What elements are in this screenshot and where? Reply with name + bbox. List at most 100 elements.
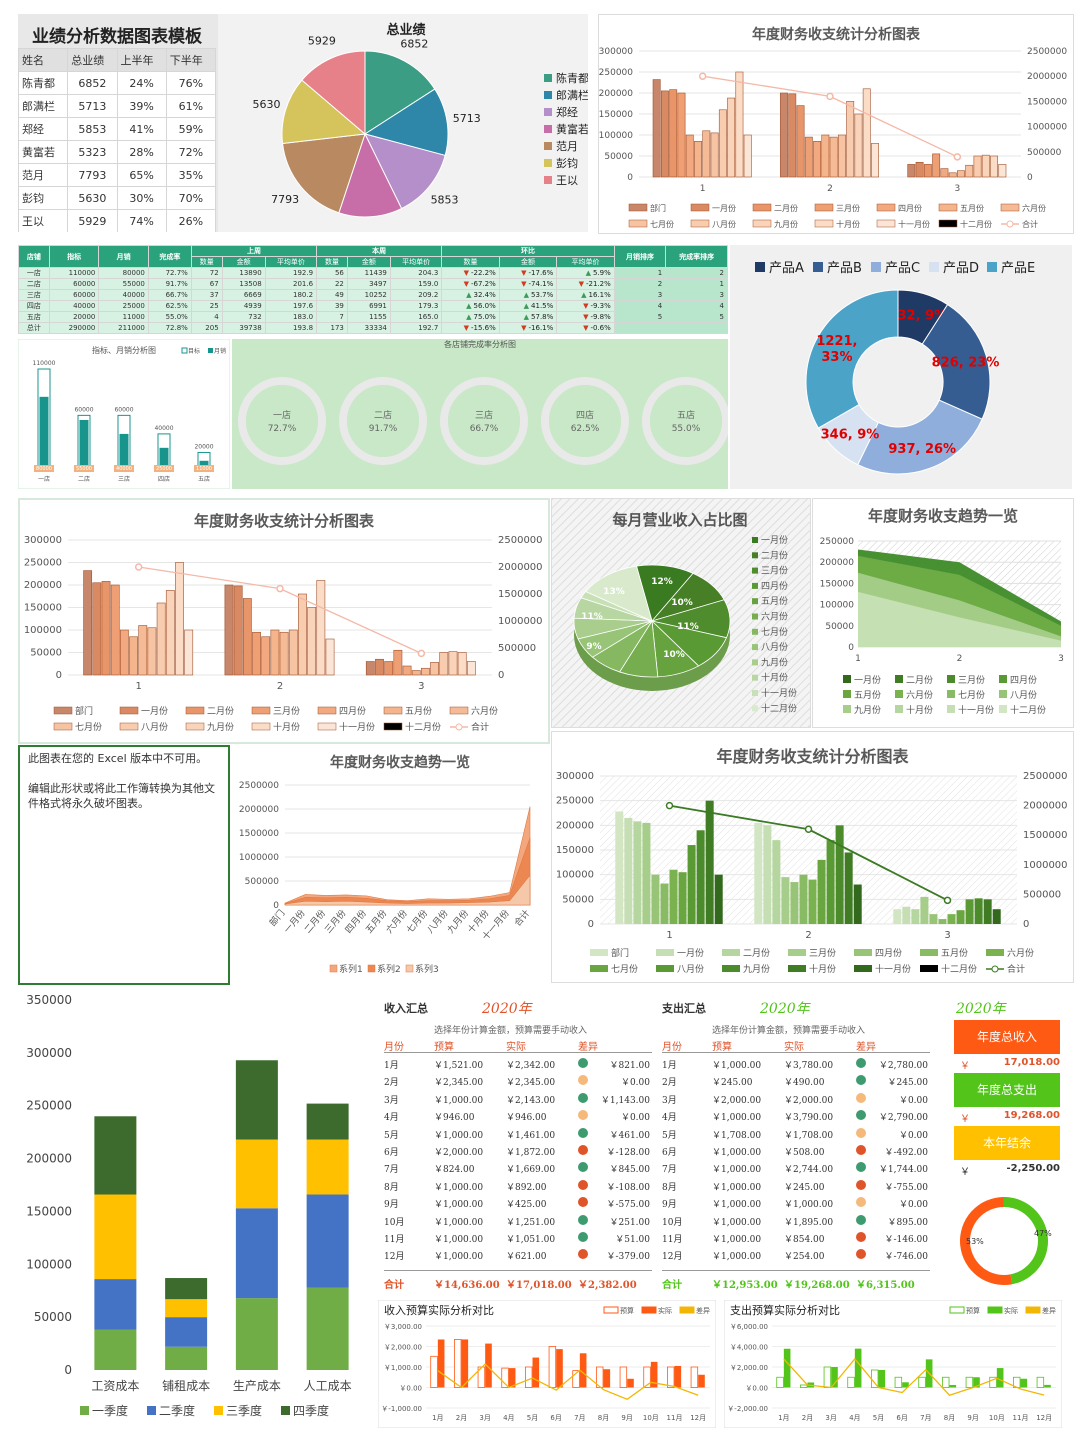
table-cell: 159.0 bbox=[389, 278, 443, 290]
bar bbox=[233, 585, 243, 676]
y-tick-label: ￥-1,000.00 bbox=[381, 1405, 422, 1413]
y-tick-label: 100000 bbox=[820, 601, 855, 611]
table-cell: 60000 bbox=[48, 289, 100, 301]
y-tick-label: 0 bbox=[273, 901, 279, 911]
legend-swatch bbox=[752, 690, 758, 696]
x-tick-label: 11月 bbox=[667, 1414, 683, 1422]
pie-slice bbox=[585, 565, 653, 622]
actual-cell: ￥2,744.00 bbox=[784, 1165, 834, 1176]
bar bbox=[624, 817, 633, 924]
table-cell: 72 bbox=[190, 267, 223, 279]
table-subheader-cell: 平均单价 bbox=[389, 256, 443, 268]
status-dot bbox=[578, 1127, 588, 1138]
x-tick-label: 12月 bbox=[690, 1414, 706, 1422]
table-cell: 40000 bbox=[98, 289, 149, 301]
pie-slice bbox=[281, 79, 367, 145]
trend-value: -15.6% bbox=[471, 324, 496, 332]
stacked-bar bbox=[235, 1208, 278, 1299]
column-header: 预算 bbox=[434, 1042, 454, 1053]
budget-cell: ￥824.00 bbox=[434, 1165, 475, 1176]
month-cell: 9月 bbox=[662, 1200, 677, 1211]
legend-label: 九月份 bbox=[774, 219, 798, 229]
legend-label: 四月份 bbox=[1010, 674, 1037, 686]
table-cell: 5929 bbox=[67, 209, 118, 232]
table-cell: ▼ -67.2% bbox=[441, 278, 500, 290]
legend-swatch bbox=[367, 964, 376, 973]
bar bbox=[110, 584, 120, 676]
actual-bar bbox=[437, 1339, 445, 1388]
legend-label: 部门 bbox=[75, 705, 93, 717]
table-header-cell: 总业绩 bbox=[67, 48, 118, 72]
table-cell: 1 bbox=[665, 278, 728, 290]
x-tick-label: 6月 bbox=[550, 1414, 561, 1422]
bar bbox=[633, 821, 642, 924]
legend-label: 一月份 bbox=[141, 705, 168, 717]
table-cell: 5853 bbox=[67, 117, 118, 141]
budget-cell: ￥2,345.00 bbox=[434, 1078, 484, 1089]
bar bbox=[660, 883, 669, 924]
line-marker bbox=[134, 563, 143, 571]
x-tick-label: 3 bbox=[944, 930, 950, 941]
legend-swatch bbox=[679, 1306, 695, 1314]
x-tick-label: 9月 bbox=[621, 1414, 632, 1422]
legend-label: 七月份 bbox=[958, 689, 985, 701]
chart-title: 年度财务收支统计分析图表 bbox=[716, 747, 909, 766]
legend-label: 系列1 bbox=[339, 963, 363, 975]
legend-label: 十月份 bbox=[761, 672, 788, 684]
legend-swatch bbox=[920, 965, 938, 972]
trend-icon: ▼ bbox=[463, 269, 470, 277]
legend-swatch bbox=[752, 613, 758, 620]
actual-cell: ￥621.00 bbox=[506, 1252, 547, 1263]
legend-swatch bbox=[590, 949, 608, 956]
x-tick-label: 2 bbox=[957, 654, 963, 664]
table-header-cell: 上周 bbox=[190, 245, 318, 257]
pie-slice bbox=[364, 50, 436, 135]
ring-name: 三店 bbox=[475, 409, 493, 421]
x-tick-label: 3 bbox=[954, 184, 960, 194]
table-cell: ▼ -22.2% bbox=[441, 267, 500, 279]
bar bbox=[790, 882, 799, 924]
kpi-currency: ￥ bbox=[960, 1167, 970, 1178]
y-tick-label: ￥1,000.00 bbox=[384, 1364, 422, 1372]
total-divider bbox=[662, 1270, 930, 1271]
store-table: 店铺 指标 月销 完成率 上周 本周 环比 月销排序 完成率排序 数量 金额 平均单价 数量 金额 平均单价… bbox=[18, 245, 728, 334]
bar bbox=[938, 919, 947, 924]
total-cell: 合计 bbox=[662, 1280, 682, 1291]
legend-label: 二月份 bbox=[761, 549, 788, 561]
legend-swatch bbox=[876, 203, 896, 212]
y2-tick-label: 1000000 bbox=[498, 616, 543, 627]
sales-label-bg bbox=[34, 465, 54, 472]
table-row: 范月 7793 65% 35% bbox=[18, 163, 217, 187]
actual-cell: ￥1,251.00 bbox=[506, 1217, 556, 1228]
table-cell: 4 bbox=[190, 311, 223, 323]
bar bbox=[853, 884, 862, 924]
trend-icon: ▼ bbox=[583, 324, 589, 332]
finance-chart-orange-mid: 年度财务收支统计分析图表 0 50000 100000 150000 200000 2500… bbox=[18, 498, 550, 744]
table-cell: ▼ -9.3% bbox=[556, 300, 615, 312]
x-tick-label: 人工成本 bbox=[304, 1379, 352, 1393]
legend-label: 八月份 bbox=[141, 721, 168, 733]
trend-icon: ▼ bbox=[463, 280, 470, 288]
pie-value-label: 7793 bbox=[271, 193, 299, 206]
legend-swatch bbox=[947, 705, 955, 713]
legend-swatch bbox=[119, 722, 139, 731]
legend-swatch bbox=[656, 965, 674, 972]
table-row: 一店 110000 80000 72.7% 72 13890 192.9 56 11439 204… bbox=[18, 267, 728, 279]
legend-label: 四月份 bbox=[875, 947, 902, 959]
line-marker bbox=[276, 584, 284, 593]
table-cell: 74% bbox=[116, 209, 167, 232]
header-divider bbox=[662, 1052, 930, 1053]
unsupported-chart-notice: 此图表在您的 Excel 版本中不可用。 编辑此形状或将此工作簿转换为其他文件格… bbox=[18, 745, 230, 985]
legend-label: 预算 bbox=[966, 1306, 980, 1315]
income-budget-chart: 收入预算实际分析对比 预算 实际 差异 ￥-1,000.00 ￥0.00 ￥1,000.00… bbox=[378, 1300, 716, 1428]
y-tick-label: 200000 bbox=[26, 1152, 72, 1166]
diff-cell: ￥2,790.00 bbox=[878, 1113, 928, 1124]
y-tick-label: 100000 bbox=[26, 1257, 72, 1271]
sales-label: 11000 bbox=[196, 466, 212, 472]
month-cell: 3月 bbox=[662, 1095, 677, 1106]
summary-year: 2020年 bbox=[760, 1001, 810, 1017]
donut-slice bbox=[1004, 1197, 1048, 1285]
y2-tick-label: 1500000 bbox=[1027, 97, 1067, 107]
stacked-bar bbox=[94, 1329, 137, 1370]
table-cell: ▲ 53.7% bbox=[498, 289, 558, 301]
